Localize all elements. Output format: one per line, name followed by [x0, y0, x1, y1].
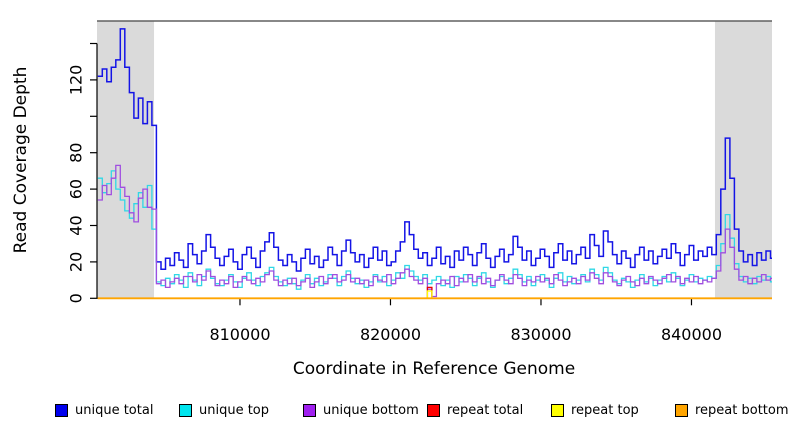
x-axis-title: Coordinate in Reference Genome — [293, 359, 575, 379]
y-tick-label: 20 — [67, 252, 86, 272]
y-tick-label: 80 — [67, 143, 86, 163]
legend-item-unique-total: unique total — [55, 402, 179, 418]
legend-item-unique-top: unique top — [179, 402, 303, 418]
x-tick-label: 820000 — [360, 325, 421, 344]
legend-item-repeat-bottom: repeat bottom — [675, 402, 792, 418]
legend-label: unique bottom — [323, 402, 419, 418]
series-line-unique-total — [97, 28, 772, 272]
legend-label: unique total — [75, 402, 154, 418]
series-line-unique-bottom — [97, 164, 772, 298]
legend-swatch-icon — [179, 403, 192, 417]
legend-label: repeat total — [447, 402, 524, 418]
legend-swatch-icon — [427, 403, 440, 417]
legend-label: repeat top — [571, 402, 639, 418]
y-tick-label: 0 — [67, 293, 86, 303]
x-tick-label: 810000 — [209, 325, 270, 344]
legend-swatch-icon — [303, 403, 316, 417]
chart-legend: unique total unique top unique bottom repea… — [55, 400, 790, 420]
legend-swatch-icon — [55, 403, 68, 417]
legend-swatch-icon — [675, 403, 688, 417]
series-line-repeat-top — [97, 290, 772, 299]
legend-swatch-icon — [551, 403, 564, 417]
y-axis-title: Read Coverage Depth — [11, 67, 31, 254]
x-tick-label: 840000 — [661, 325, 722, 344]
y-tick-label: 60 — [67, 179, 86, 199]
y-tick-label: 120 — [67, 65, 86, 96]
legend-label: repeat bottom — [695, 402, 789, 418]
legend-label: unique top — [199, 402, 270, 418]
y-tick-label: 40 — [67, 215, 86, 235]
x-tick-label: 830000 — [510, 325, 571, 344]
series-line-unique-top — [97, 170, 772, 290]
legend-item-repeat-total: repeat total — [427, 402, 551, 418]
legend-item-unique-bottom: unique bottom — [303, 402, 427, 418]
legend-item-repeat-top: repeat top — [551, 402, 675, 418]
